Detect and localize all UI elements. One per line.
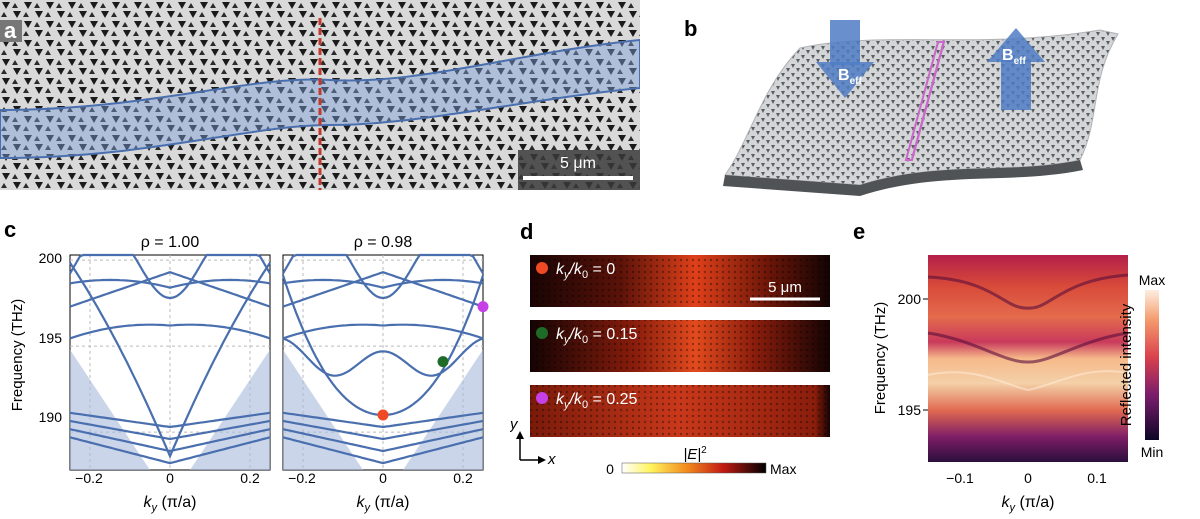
x-axis-label-right: ky (π/a) (357, 494, 410, 514)
band-curve (282, 337, 484, 377)
colorbar-label: |E|2 (683, 445, 707, 463)
axis-x-label: x (547, 451, 556, 468)
plot-title-left: ρ = 1.00 (141, 234, 200, 251)
band-curve (282, 419, 484, 441)
panel-label-d: d (520, 219, 533, 244)
slab (724, 29, 1119, 186)
panel-e: e Frequency (THz) 200 195 −0.1 0 0.1 ky … (845, 215, 1200, 514)
plot-title-right: ρ = 0.98 (354, 234, 413, 251)
row-label: ky/k0 = 0 (556, 261, 615, 281)
colorbar-min: Min (1141, 444, 1164, 460)
band-curve (69, 428, 271, 453)
x-axis-label-left: ky (π/a) (144, 494, 197, 514)
band-curve (282, 411, 484, 429)
y-tick-label: 195 (39, 330, 63, 346)
mode-point (437, 356, 449, 368)
intensity-map (928, 255, 1128, 462)
band-curve (282, 271, 484, 308)
y-tick-label: 200 (898, 291, 922, 307)
panel-c: c ρ = 1.00 ρ = 0.98 Frequency (THz) 200 … (0, 215, 500, 514)
marker-dot (536, 327, 548, 339)
y-tick-label: 190 (39, 409, 63, 425)
x-axis-label: ky (π/a) (1002, 494, 1055, 514)
band-curve (69, 278, 271, 289)
x-tick-label: 0.2 (453, 470, 473, 486)
field-label-left: Beff (838, 67, 862, 87)
y-tick-label: 195 (898, 402, 922, 418)
field-label-right: Beff (1002, 47, 1026, 67)
band-curve (69, 419, 271, 441)
panel-label-e: e (853, 219, 865, 244)
field-map-row: ky/k0 = 0.15 (530, 320, 830, 372)
band-curve (69, 411, 271, 429)
band-curve (69, 436, 271, 465)
x-tick-label: −0.2 (288, 470, 316, 486)
x-tick-label: −0.2 (75, 470, 103, 486)
axes-indicator: y x (509, 416, 556, 468)
colorbar (621, 462, 767, 474)
band-curve (69, 262, 271, 460)
panel-a: 5 μm a (0, 0, 641, 190)
x-ticks: −0.2 0 0.2 −0.2 0 0.2 (75, 470, 473, 486)
field-arrow-down-icon (816, 20, 874, 98)
band-curve (282, 278, 484, 289)
row-label: ky/k0 = 0.15 (556, 326, 638, 346)
sem-image: 5 μm a (0, 0, 641, 190)
band-plot-right (281, 253, 489, 471)
row-label: ky/k0 = 0.25 (556, 391, 638, 411)
panel-d: d ky/k0 = 0 5 μm ky/k0 = 0.15 ky/k0 = 0.… (509, 215, 840, 514)
waveguide (904, 41, 946, 161)
panel-label-b: b (684, 16, 697, 41)
colorbar-max: Max (1139, 272, 1165, 288)
field-arrow-up-icon (987, 28, 1045, 110)
colorbar (1145, 290, 1159, 440)
slab-edge (723, 160, 1083, 196)
field-map-row: ky/k0 = 0.25 (530, 385, 830, 437)
field-map-row: ky/k0 = 0 5 μm (530, 255, 830, 307)
y-axis-label: Frequency (THz) (872, 302, 889, 415)
band-curve (282, 428, 484, 453)
x-tick-label: 0 (379, 470, 387, 486)
marker-dot (536, 262, 548, 274)
x-tick-label: 0.2 (240, 470, 260, 486)
colorbar-min: 0 (606, 461, 614, 477)
band-curve (69, 271, 271, 308)
x-tick-label: 0 (166, 470, 174, 486)
marker-dot (536, 392, 548, 404)
colorbar-max: Max (770, 461, 796, 477)
axis-y-label: y (510, 416, 519, 433)
y-ticks: 200 195 190 (39, 250, 63, 425)
y-tick-label: 200 (39, 250, 63, 266)
x-tick-label: −0.1 (946, 470, 974, 486)
mode-point (477, 301, 489, 313)
band-curve (69, 253, 271, 300)
panel-label-c: c (4, 217, 16, 242)
x-tick-label: 0.1 (1087, 470, 1107, 486)
band-curve (282, 323, 484, 340)
mode-point (377, 409, 389, 421)
panel-b: b Beff Beff (680, 0, 1200, 200)
band-curve (69, 323, 271, 340)
scale-bar-label: 5 μm (560, 155, 596, 172)
colorbar-label: Reflected intensity (1118, 303, 1135, 426)
scale-bar-label: 5 μm (768, 279, 802, 296)
band-curve (282, 436, 484, 465)
band-plot-left (69, 253, 271, 471)
panel-label-a: a (4, 18, 17, 43)
x-tick-label: 0 (1024, 470, 1032, 486)
y-axis-label: Frequency (THz) (9, 299, 26, 412)
band-curve (282, 253, 484, 300)
